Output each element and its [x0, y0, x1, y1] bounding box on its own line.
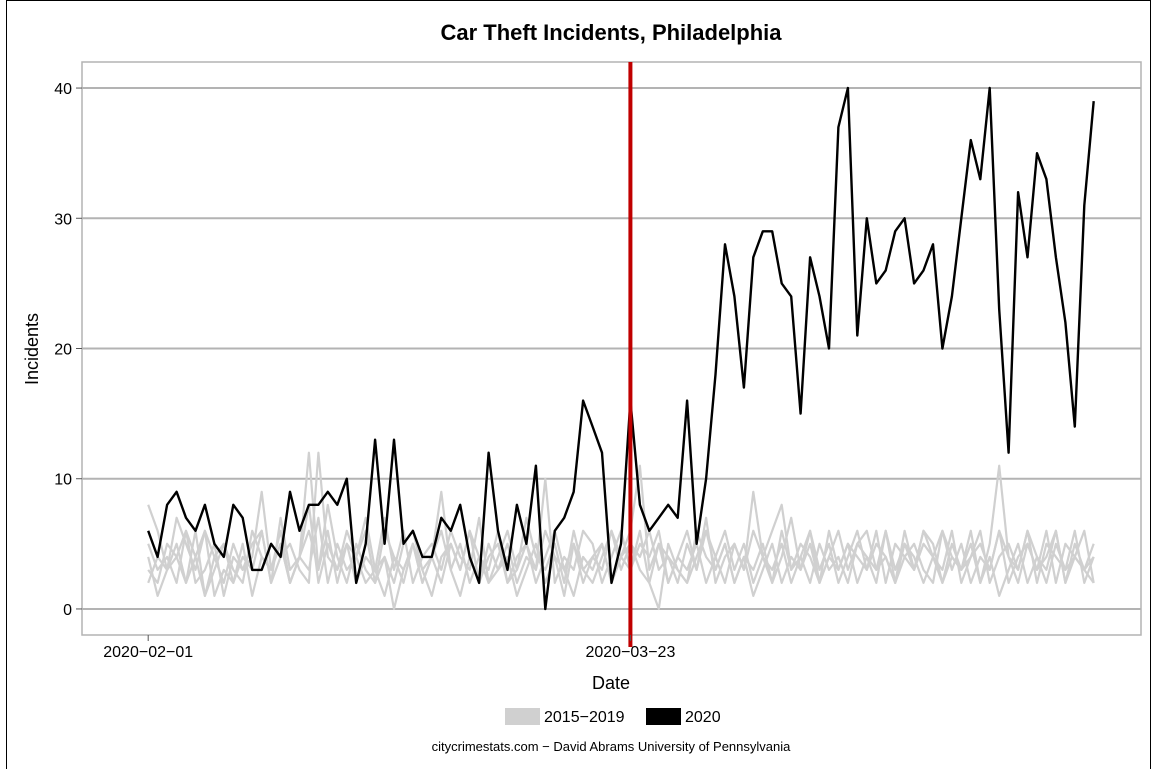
legend-swatch-1 — [646, 708, 681, 725]
x-tick-label-0: 2020−02−01 — [103, 644, 193, 661]
grid-lines — [82, 87, 1141, 610]
y-axis-title: Incidents — [22, 313, 42, 385]
y-tick-label-30: 30 — [54, 211, 72, 228]
x-axis-title: Date — [592, 673, 630, 693]
y-tick-label-40: 40 — [54, 81, 72, 98]
caption: citycrimestats.com − David Abrams Univer… — [432, 739, 791, 754]
legend-swatch-0 — [505, 708, 540, 725]
chart-title: Car Theft Incidents, Philadelphia — [440, 20, 782, 45]
series-line-2020 — [147, 86, 1095, 611]
series-line-2019 — [147, 516, 1095, 611]
x-tick-label-1: 2020−03−23 — [585, 644, 675, 661]
legend-label-1: 2020 — [685, 709, 721, 726]
legend: 2015−2019 2020 — [505, 708, 721, 726]
axes: 0 10 20 30 40 2020−02−01 2020−03−23 — [54, 81, 675, 661]
y-tick-label-20: 20 — [54, 342, 72, 359]
y-tick-label-0: 0 — [63, 602, 72, 619]
legend-label-0: 2015−2019 — [544, 709, 625, 726]
series-layer — [147, 86, 1095, 611]
y-tick-label-10: 10 — [54, 472, 72, 489]
